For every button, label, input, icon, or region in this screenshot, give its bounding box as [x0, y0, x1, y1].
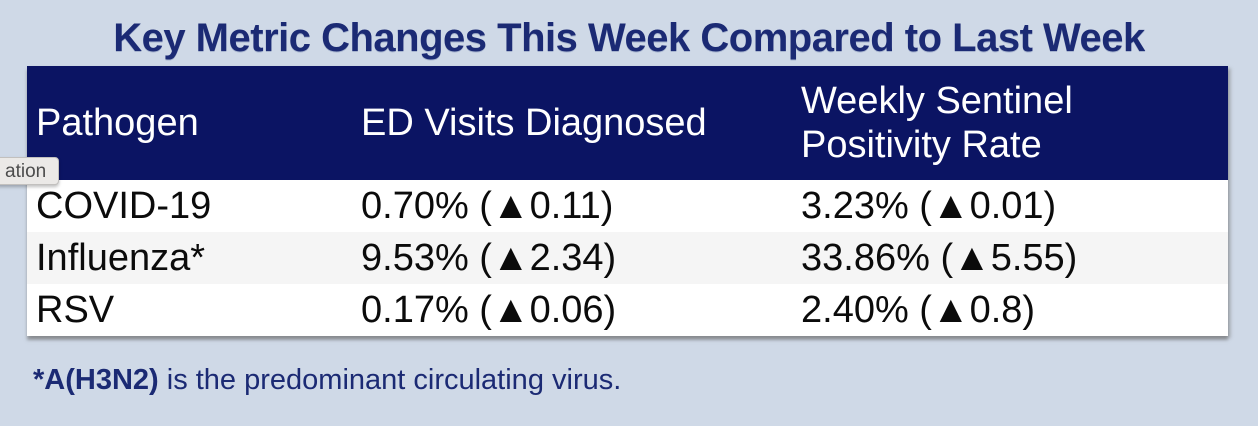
- column-header-pathogen: Pathogen: [36, 102, 199, 144]
- table-row-covid19: COVID-19 0.70% (▲0.11) 3.23% (▲0.01): [27, 180, 1228, 232]
- footnote: *A(H3N2) is the predominant circulating …: [33, 362, 621, 398]
- ed-visits-value: 9.53% (▲2.34): [361, 237, 617, 279]
- ed-visits-value: 0.17% (▲0.06): [361, 289, 617, 331]
- pathogen-name: RSV: [36, 289, 115, 331]
- table-row-rsv: RSV 0.17% (▲0.06) 2.40% (▲0.8): [27, 284, 1228, 336]
- table-row-influenza: Influenza* 9.53% (▲2.34) 33.86% (▲5.55): [27, 232, 1228, 284]
- page-title: Key Metric Changes This Week Compared to…: [113, 16, 1145, 60]
- tooltip-fragment: ation: [0, 157, 60, 185]
- footnote-bold-text: *A(H3N2): [33, 364, 159, 396]
- column-header-ed-visits: ED Visits Diagnosed: [361, 102, 707, 144]
- column-header-positivity-rate: Weekly Sentinel Positivity Rate: [801, 80, 1073, 166]
- footnote-regular-text: is the predominant circulating virus.: [158, 364, 622, 396]
- positivity-rate-value: 33.86% (▲5.55): [801, 237, 1078, 279]
- key-metrics-table: Pathogen ED Visits Diagnosed Weekly Sent…: [27, 66, 1228, 336]
- table-header-row: Pathogen ED Visits Diagnosed Weekly Sent…: [27, 66, 1228, 180]
- positivity-rate-value: 3.23% (▲0.01): [801, 185, 1057, 227]
- positivity-rate-value: 2.40% (▲0.8): [801, 289, 1036, 331]
- ed-visits-value: 0.70% (▲0.11): [361, 185, 614, 227]
- pathogen-name: COVID-19: [36, 185, 212, 227]
- pathogen-name: Influenza*: [36, 237, 206, 279]
